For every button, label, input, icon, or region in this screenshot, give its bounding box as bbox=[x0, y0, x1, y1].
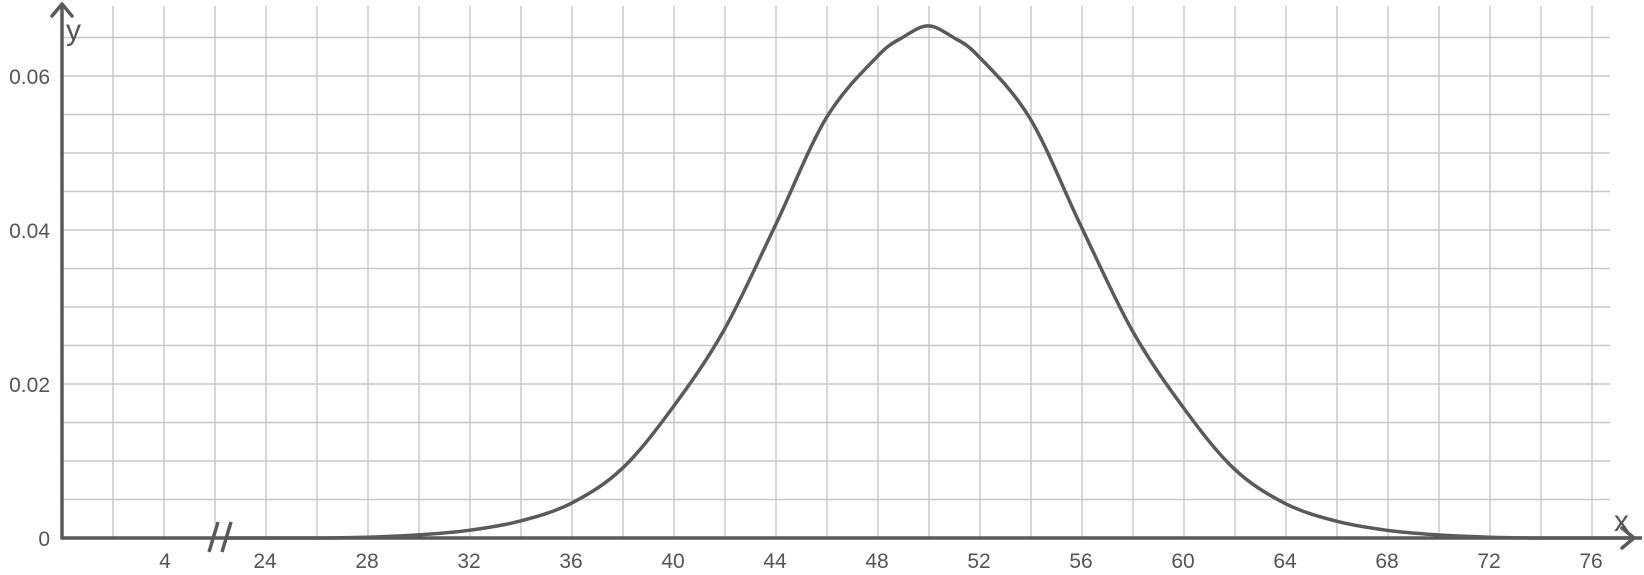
x-tick-label: 68 bbox=[1375, 550, 1398, 573]
x-axis-label: x bbox=[1614, 505, 1629, 538]
y-tick-label: 0.06 bbox=[9, 66, 50, 89]
x-tick-label: 40 bbox=[661, 550, 684, 573]
x-tick-label: 44 bbox=[763, 550, 787, 573]
y-axis-label: y bbox=[66, 14, 81, 47]
y-tick-label: 0.04 bbox=[9, 220, 50, 243]
x-tick-label: 56 bbox=[1069, 550, 1092, 573]
x-tick-label: 36 bbox=[559, 550, 582, 573]
tick-labels: 4 24 28 32 36 40 44 48 52 56 60 64 68 72 76 0 0.02 0.04 0.… bbox=[9, 66, 1603, 573]
distribution-curve bbox=[214, 24, 1642, 540]
series-curve bbox=[214, 24, 1642, 540]
axes bbox=[50, 2, 1636, 553]
y-axis-arrow bbox=[50, 2, 74, 18]
x-tick-label: 60 bbox=[1171, 550, 1194, 573]
x-tick-label: 4 bbox=[159, 550, 171, 573]
x-tick-label: 24 bbox=[253, 550, 277, 573]
x-tick-label: 76 bbox=[1579, 550, 1602, 573]
x-tick-label: 32 bbox=[457, 550, 480, 573]
y-tick-label: 0 bbox=[38, 528, 50, 551]
x-tick-label: 48 bbox=[865, 550, 888, 573]
x-tick-label: 28 bbox=[355, 550, 378, 573]
y-tick-label: 0.02 bbox=[9, 374, 50, 397]
grid bbox=[62, 6, 1610, 538]
x-tick-label: 52 bbox=[967, 550, 990, 573]
x-tick-label: 64 bbox=[1273, 550, 1297, 573]
x-tick-label: 72 bbox=[1477, 550, 1500, 573]
